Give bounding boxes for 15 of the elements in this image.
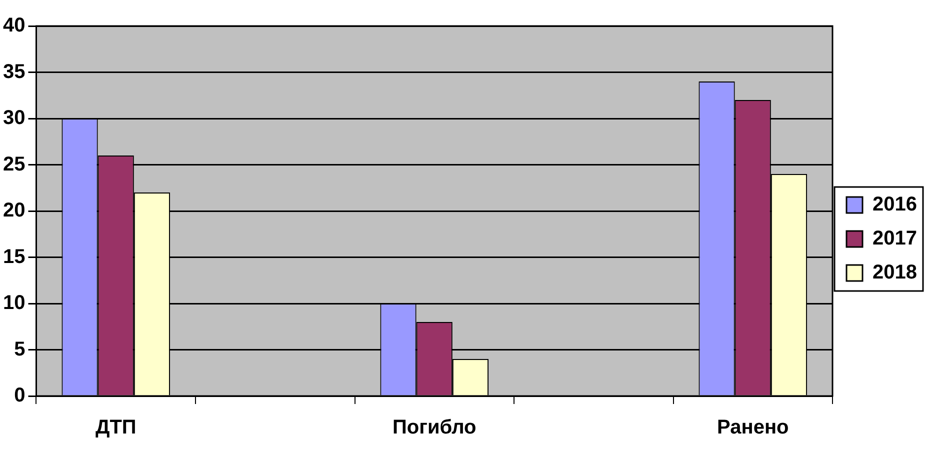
- y-tick-label: 35: [2, 60, 26, 83]
- x-tick-label: ДТП: [95, 416, 136, 439]
- y-tick-label: 20: [2, 200, 26, 222]
- x-tick-label: Ранено: [717, 416, 789, 439]
- legend-label: 2018: [872, 262, 918, 284]
- x-tick-label: Погибло: [392, 416, 476, 439]
- y-tick-label: 10: [2, 292, 26, 314]
- y-tick-label: 25: [2, 153, 26, 176]
- legend-label: 2017: [872, 228, 918, 250]
- legend-label: 2016: [872, 194, 918, 216]
- y-tick-label: 30: [2, 107, 26, 130]
- y-tick-label: 0: [14, 384, 26, 407]
- y-tick-label: 15: [2, 246, 26, 268]
- y-tick-label: 5: [14, 338, 26, 360]
- y-tick-label: 40: [2, 14, 26, 37]
